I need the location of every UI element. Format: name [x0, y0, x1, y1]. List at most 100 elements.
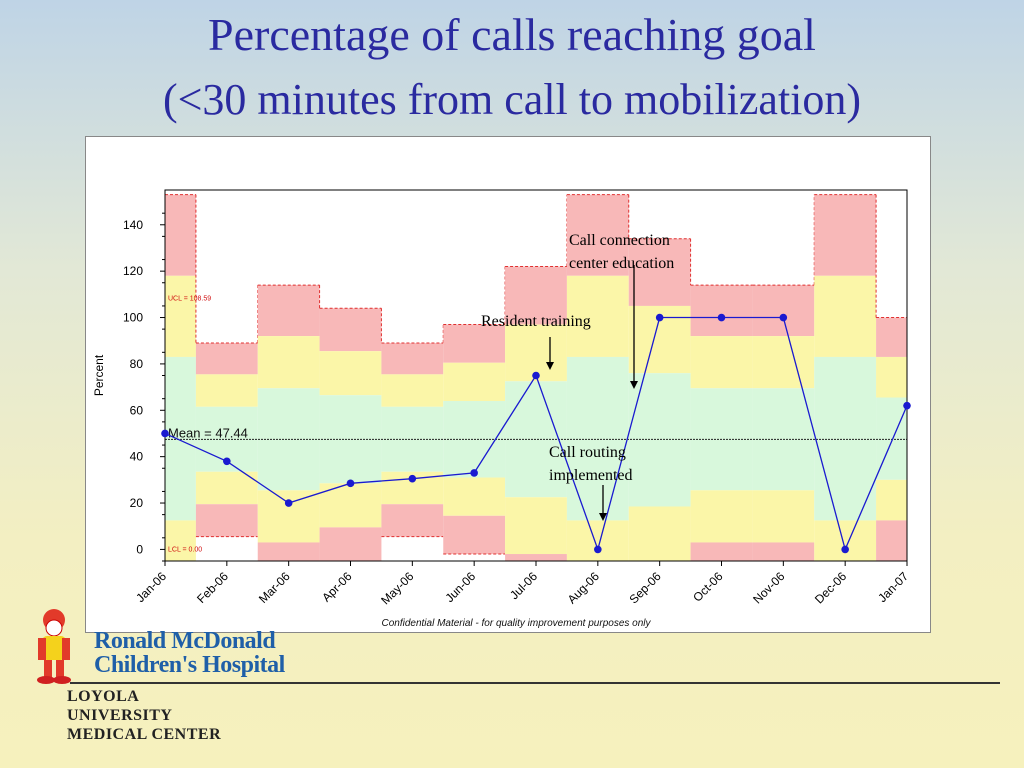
x-tick-label: Oct-06: [690, 569, 726, 605]
control-zone-band: [443, 362, 506, 402]
lcl-label: LCL = 0.00: [168, 546, 202, 553]
data-point: [223, 457, 231, 466]
data-point: [346, 479, 355, 488]
confidential-note: Confidential Material - for quality impr…: [381, 618, 651, 629]
control-zone-band: [381, 343, 444, 375]
control-zone-band: [195, 504, 258, 537]
control-zone-band: [195, 343, 258, 375]
control-zone-band: [443, 515, 506, 555]
chart-subtitle: (<30 minutes from call to mobilization): [162, 75, 862, 124]
x-tick-label: Feb-06: [194, 569, 231, 606]
data-point: [161, 429, 169, 438]
x-tick-label: Jan-06: [133, 569, 169, 605]
y-tick-label: 140: [123, 218, 143, 232]
control-zone-band: [165, 356, 196, 521]
control-zone-band: [690, 285, 753, 337]
control-zone-band: [319, 308, 382, 352]
data-point: [594, 545, 602, 554]
data-point: [284, 499, 293, 507]
control-zone-band: [381, 504, 444, 537]
control-zone-band: [566, 520, 629, 561]
x-tick-label: Dec-06: [812, 569, 849, 606]
university-name-line1: LOYOLA: [67, 688, 140, 705]
control-zone-band: [505, 266, 567, 325]
annotation-arrowhead: [630, 381, 638, 389]
control-zone-band: [752, 542, 815, 561]
control-zone-band: [566, 194, 629, 276]
control-zone-band: [876, 520, 907, 561]
control-zone-band: [814, 275, 877, 357]
control-zone-band: [814, 356, 877, 521]
control-zone-band: [814, 520, 877, 561]
control-zone-band: [505, 497, 567, 555]
mean-label: Mean = 47.44: [168, 425, 248, 440]
control-zone-band: [319, 351, 382, 396]
control-zone-band: [381, 374, 444, 407]
x-tick-label: Mar-06: [256, 569, 293, 606]
x-tick-label: Sep-06: [627, 569, 664, 606]
control-zone-band: [257, 490, 320, 543]
control-zone-band: [165, 520, 196, 561]
control-zone-band: [257, 285, 320, 337]
annotation-arrowhead: [546, 362, 554, 370]
control-zone-band: [876, 356, 907, 398]
x-tick-label: May-06: [378, 569, 416, 607]
control-zone-band: [628, 506, 691, 561]
y-tick-label: 0: [136, 542, 143, 556]
chart-panel: Mean = 47.44 UCL = 108.59 LCL = 0.00 0 20 40 6…: [85, 136, 931, 633]
control-zone-band: [257, 542, 320, 561]
annotation-label: Call connection center education: [569, 232, 674, 272]
control-zone-band: [319, 395, 382, 484]
control-chart: Mean = 47.44 UCL = 108.59 LCL = 0.00 0 20 40 6…: [92, 189, 911, 607]
hospital-logo: Ronald McDonald Children's Hospital LOYO…: [24, 606, 1004, 756]
data-point: [717, 313, 726, 322]
control-zone-band: [319, 483, 382, 528]
hospital-name-line1: Ronald McDonald: [94, 628, 276, 654]
control-zone-band: [628, 238, 691, 306]
data-point: [655, 313, 664, 322]
annotation-arrowhead: [599, 513, 607, 521]
control-zone-band: [876, 317, 907, 357]
y-axis-label: Percent: [92, 354, 106, 396]
control-zone-band: [814, 194, 877, 276]
annotation-label: Resident training: [481, 313, 591, 330]
ronald-mcdonald-mascot-icon: [37, 609, 71, 684]
annotation-label: Call routing implemented: [549, 444, 633, 484]
x-tick-label: Nov-06: [750, 569, 787, 606]
control-zone-band: [195, 471, 258, 505]
control-zone-band: [752, 336, 815, 389]
data-point: [470, 469, 478, 477]
control-zone-band: [566, 356, 629, 521]
university-name-line2: UNIVERSITY: [67, 707, 173, 724]
y-tick-label: 60: [130, 403, 144, 417]
data-point: [408, 474, 417, 483]
data-point: [903, 401, 911, 410]
data-point: [532, 371, 540, 380]
control-zone-band: [505, 554, 567, 561]
chart-title: Percentage of calls reaching goal: [208, 9, 816, 60]
control-zone-band: [165, 275, 196, 357]
control-zone-band: [566, 275, 629, 357]
control-zone-band: [443, 324, 506, 363]
logo-divider: [70, 682, 1000, 684]
x-tick-label: Jul-06: [507, 569, 540, 602]
ucl-label: UCL = 108.59: [168, 296, 211, 303]
hospital-name-line2: Children's Hospital: [94, 652, 285, 678]
x-tick-label: Jun-06: [442, 569, 478, 605]
control-zone-band: [443, 477, 506, 516]
control-zone-band: [690, 490, 753, 543]
y-tick-label: 100: [123, 311, 143, 325]
x-tick-label: Jan-07: [875, 569, 911, 605]
y-tick-label: 20: [130, 496, 144, 510]
university-name-line3: MEDICAL CENTER: [67, 726, 222, 743]
x-tick-label: Apr-06: [319, 569, 355, 605]
control-zone-band: [319, 527, 382, 561]
control-zone-band: [165, 194, 196, 276]
control-zone-band: [690, 336, 753, 389]
control-zone-band: [690, 542, 753, 561]
x-tick-label: Aug-06: [565, 569, 602, 606]
control-zone-band: [876, 479, 907, 521]
y-tick-label: 40: [130, 450, 144, 464]
data-point: [779, 313, 788, 322]
y-tick-label: 80: [130, 357, 144, 371]
